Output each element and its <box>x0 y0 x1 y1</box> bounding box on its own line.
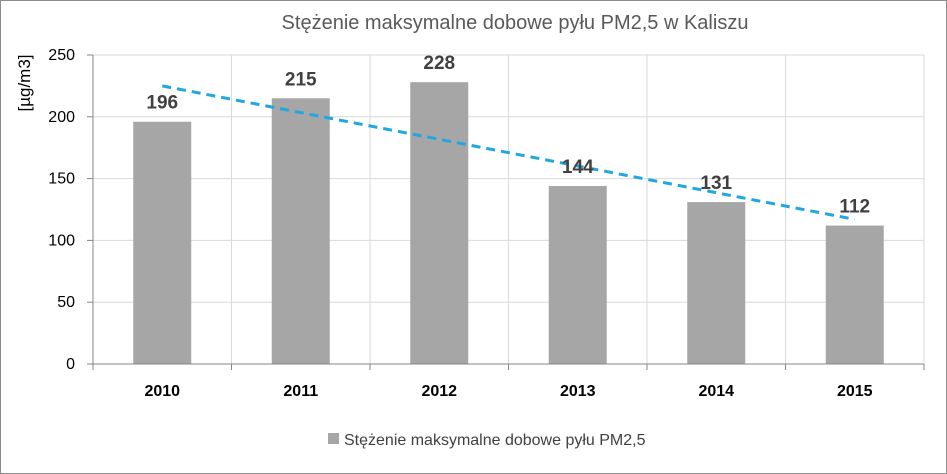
y-tick-label: 0 <box>66 356 75 373</box>
bar-2014 <box>687 202 746 364</box>
bar-2012 <box>410 82 469 364</box>
bar-2010 <box>133 121 192 364</box>
y-axis-label: [µg/m3] <box>15 54 34 111</box>
bar-2015 <box>825 225 884 364</box>
legend-swatch <box>328 433 339 444</box>
y-tick-label: 250 <box>48 47 75 64</box>
x-tick-label: 2015 <box>837 383 873 400</box>
y-tick-label: 200 <box>48 109 75 126</box>
x-tick-label: 2010 <box>144 383 180 400</box>
data-label-2013: 144 <box>562 157 594 178</box>
y-tick-label: 100 <box>48 232 75 249</box>
y-tick-label: 150 <box>48 171 75 188</box>
trendline-group <box>161 84 856 221</box>
data-label-2014: 131 <box>700 173 732 194</box>
bars-group <box>133 82 884 364</box>
x-tick-label: 2014 <box>698 383 734 400</box>
data-label-2011: 215 <box>285 69 317 90</box>
data-label-2010: 196 <box>146 93 178 114</box>
data-label-2012: 228 <box>423 53 455 74</box>
x-tick-label: 2011 <box>283 383 318 400</box>
y-tick-label: 50 <box>57 294 75 311</box>
x-tick-label: 2012 <box>421 383 457 400</box>
chart-title: Stężenie maksymalne dobowe pyłu PM2,5 w … <box>282 12 749 34</box>
bar-2013 <box>548 186 607 364</box>
x-tick-label: 2013 <box>560 383 596 400</box>
trendline <box>161 84 856 221</box>
legend: Stężenie maksymalne dobowe pyłu PM2,5 <box>328 432 646 449</box>
bar-2011 <box>271 98 330 364</box>
legend-label: Stężenie maksymalne dobowe pyłu PM2,5 <box>344 432 646 449</box>
data-labels-group: 196 215 228 144 131 112 <box>146 53 870 217</box>
axes-group: 0 50 100 150 200 250 2010 2011 2012 2013 2014 2015 <box>48 47 925 400</box>
data-label-2015: 112 <box>839 197 870 218</box>
